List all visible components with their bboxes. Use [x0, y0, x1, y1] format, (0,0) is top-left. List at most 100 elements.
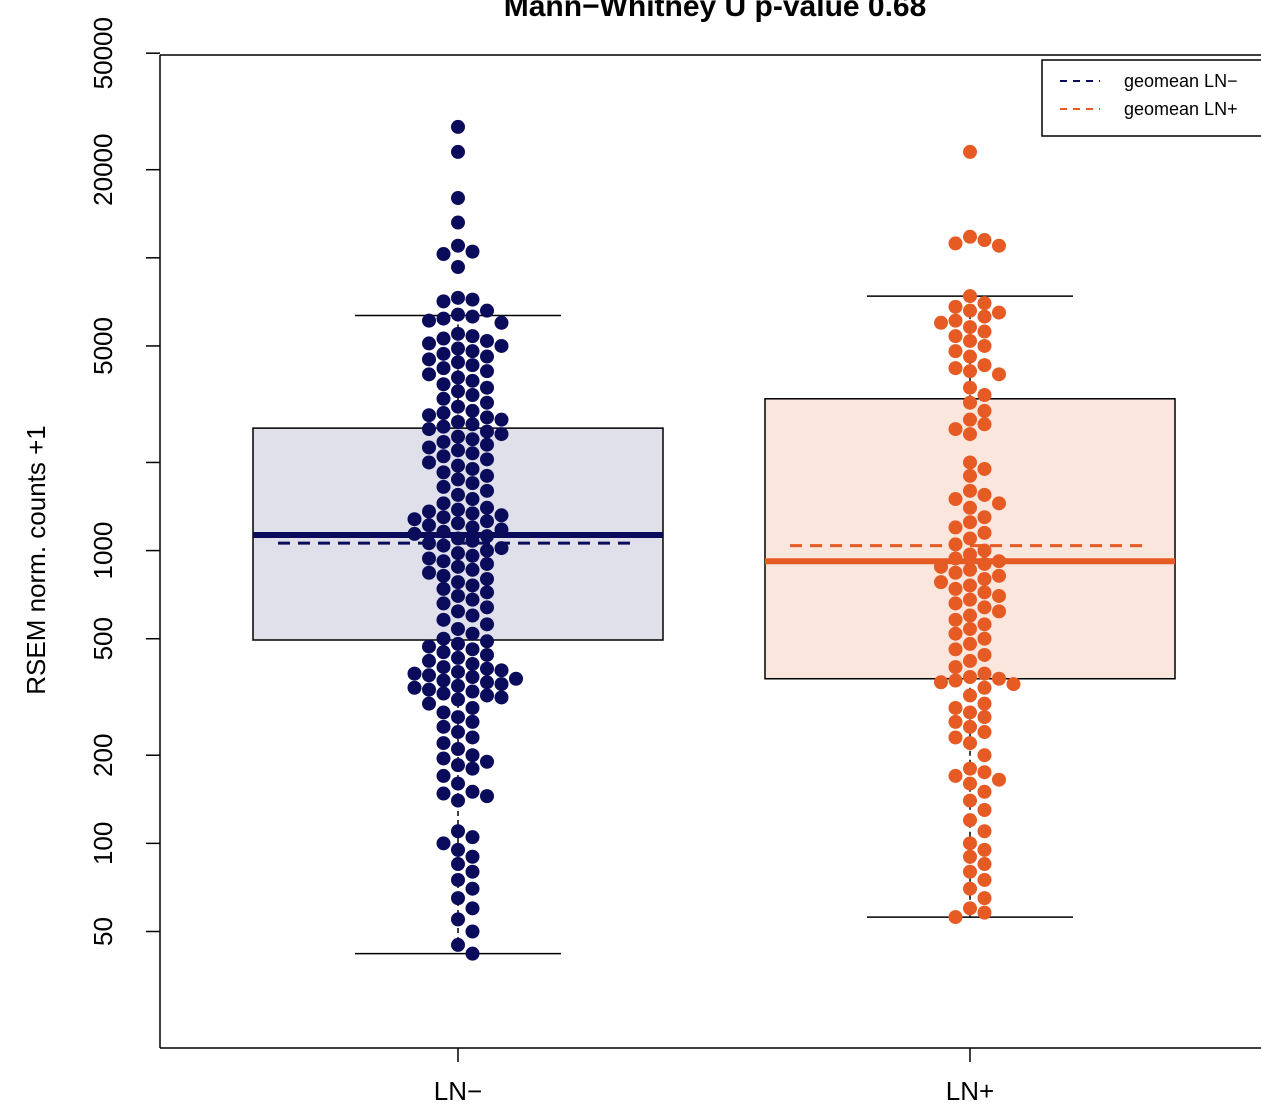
x-tick-label-ln-neg: LN− [434, 1076, 482, 1106]
data-point-ln-neg [465, 946, 480, 961]
data-point-ln-pos [963, 592, 977, 607]
data-point-ln-pos [963, 653, 977, 668]
data-point-ln-pos [948, 714, 963, 729]
data-point-ln-pos [963, 500, 977, 515]
y-tick-label: 20000 [88, 134, 118, 206]
data-point-ln-pos [977, 571, 992, 586]
data-point-ln-pos [977, 857, 992, 872]
data-point-ln-neg [451, 144, 465, 159]
data-point-ln-pos [948, 422, 963, 437]
data-point-ln-pos [948, 768, 963, 783]
data-point-ln-pos [977, 403, 992, 418]
data-point-ln-neg [480, 585, 494, 600]
data-point-ln-neg [465, 387, 480, 402]
data-point-ln-pos [992, 568, 1006, 583]
data-point-ln-neg [422, 455, 436, 470]
data-point-ln-pos [963, 427, 977, 442]
data-point-ln-neg [480, 556, 494, 571]
data-point-ln-neg [465, 748, 480, 763]
data-point-ln-neg [480, 543, 494, 558]
data-point-ln-pos [977, 803, 992, 818]
data-point-ln-neg [480, 647, 494, 662]
data-point-ln-neg [480, 483, 494, 498]
data-point-ln-neg [436, 596, 451, 611]
data-point-ln-pos [992, 367, 1006, 382]
data-point-ln-neg [436, 377, 451, 392]
data-point-ln-neg [451, 776, 465, 791]
data-point-ln-pos [948, 361, 963, 376]
data-point-ln-pos [948, 700, 963, 715]
data-point-ln-pos [948, 565, 963, 580]
data-point-ln-neg [436, 346, 451, 361]
data-point-ln-pos [948, 642, 963, 657]
data-point-ln-pos [992, 588, 1006, 603]
data-point-ln-neg [451, 355, 465, 370]
data-point-ln-neg [451, 937, 465, 952]
data-point-ln-pos [977, 842, 992, 857]
data-point-ln-pos [948, 520, 963, 535]
data-point-ln-pos [948, 344, 963, 359]
data-point-ln-pos [963, 864, 977, 879]
data-point-ln-pos [963, 412, 977, 427]
data-point-ln-neg [465, 608, 480, 623]
data-point-ln-neg [509, 671, 523, 686]
data-point-ln-neg [480, 437, 494, 452]
data-point-ln-neg [465, 432, 480, 447]
data-point-ln-neg [422, 653, 436, 668]
data-point-ln-neg [494, 338, 509, 353]
data-point-ln-pos [977, 680, 992, 695]
data-point-ln-neg [480, 571, 494, 586]
data-point-ln-neg [451, 326, 465, 341]
data-point-ln-pos [977, 696, 992, 711]
data-point-ln-pos [963, 144, 977, 159]
data-point-ln-pos [977, 233, 992, 248]
data-point-ln-neg [451, 872, 465, 887]
plot-area [159, 54, 1261, 1049]
data-point-ln-neg [465, 924, 480, 939]
data-point-ln-neg [436, 673, 451, 688]
data-point-ln-pos [963, 515, 977, 530]
data-point-ln-neg [465, 830, 480, 845]
data-point-ln-pos [948, 581, 963, 596]
data-point-ln-neg [494, 427, 509, 442]
data-point-ln-neg [422, 440, 436, 455]
data-point-ln-pos [934, 675, 948, 690]
data-point-ln-neg [494, 677, 509, 692]
data-point-ln-neg [465, 548, 480, 563]
data-point-ln-neg [480, 754, 494, 769]
data-point-ln-neg [436, 645, 451, 660]
data-point-ln-neg [436, 631, 451, 646]
data-point-ln-pos [977, 387, 992, 402]
data-point-ln-pos [992, 772, 1006, 787]
data-point-ln-neg [465, 642, 480, 657]
data-point-ln-neg [436, 538, 451, 553]
data-point-ln-neg [451, 621, 465, 636]
data-point-ln-neg [480, 617, 494, 632]
data-point-ln-neg [480, 395, 494, 410]
data-point-ln-pos [977, 338, 992, 353]
data-point-ln-neg [436, 768, 451, 783]
data-point-ln-neg [436, 705, 451, 720]
data-point-ln-neg [465, 700, 480, 715]
data-point-ln-pos [992, 671, 1006, 686]
data-point-ln-neg [407, 666, 422, 681]
data-point-ln-neg [451, 502, 465, 517]
data-point-ln-neg [465, 492, 480, 507]
data-point-ln-pos [977, 891, 992, 906]
data-point-ln-neg [451, 912, 465, 927]
legend-label-ln-pos: geomean LN+ [1124, 99, 1238, 119]
data-point-ln-pos [963, 395, 977, 410]
data-point-ln-neg [436, 434, 451, 449]
data-point-ln-neg [465, 292, 480, 307]
data-point-ln-pos [963, 578, 977, 593]
y-tick-label: 1000 [88, 522, 118, 580]
data-point-ln-neg [465, 358, 480, 373]
legend-box [1041, 59, 1261, 137]
data-point-ln-neg [465, 344, 480, 359]
data-point-ln-neg [451, 370, 465, 385]
data-point-ln-neg [480, 452, 494, 467]
data-point-ln-neg [451, 260, 465, 275]
data-point-ln-pos [963, 364, 977, 379]
data-point-ln-pos [963, 468, 977, 483]
